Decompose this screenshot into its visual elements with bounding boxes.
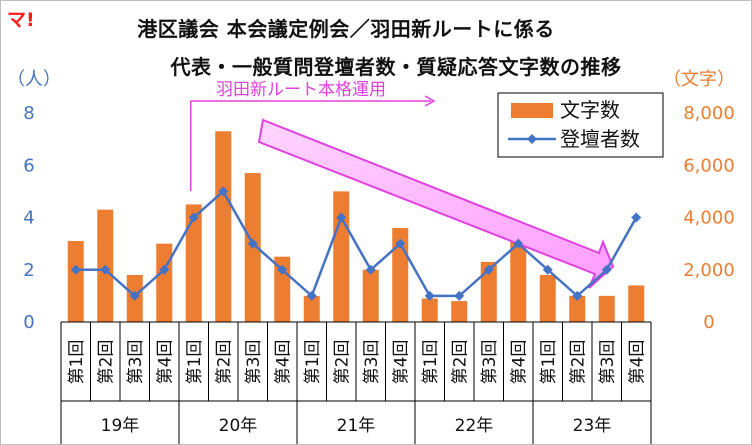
legend-line-marker <box>527 134 537 144</box>
category-label-17: 第1回 <box>539 340 559 385</box>
bar-1 <box>67 241 84 322</box>
line-point-17 <box>542 264 553 275</box>
category-label-8: 第4回 <box>273 340 293 385</box>
category-label-20: 第4回 <box>627 340 647 385</box>
line-point-14 <box>454 290 465 301</box>
category-label-12: 第4回 <box>391 340 411 385</box>
category-label-4: 第4回 <box>155 340 175 385</box>
line-point-11 <box>365 264 376 275</box>
logo: マ! <box>7 9 35 31</box>
line-point-1 <box>70 264 81 275</box>
line-point-3 <box>129 290 140 301</box>
legend-bar-label: 文字数 <box>560 98 620 122</box>
left-tick-label: 8 <box>23 103 34 124</box>
line-point-16 <box>513 238 524 249</box>
bar-19 <box>598 295 615 322</box>
line-point-13 <box>424 290 435 301</box>
group-label-3: 21年 <box>337 416 376 436</box>
group-label-2: 20年 <box>219 416 258 436</box>
line-point-18 <box>572 290 583 301</box>
left-tick-label: 4 <box>23 208 34 229</box>
annotation-arrowhead <box>424 95 436 107</box>
left-tick-label: 6 <box>23 155 34 176</box>
category-label-11: 第3回 <box>362 340 382 385</box>
legend-line-label: 登壇者数 <box>560 127 640 151</box>
category-label-14: 第2回 <box>450 340 470 385</box>
right-tick-label: 2,000 <box>683 260 735 281</box>
category-label-19: 第3回 <box>598 340 618 385</box>
bar-13 <box>421 298 438 322</box>
right-tick-label: 4,000 <box>683 208 735 229</box>
bar-14 <box>451 301 468 322</box>
chart-title-line2: 代表・一般質問登壇者数・質疑応答文字数の推移 <box>170 55 622 79</box>
right-tick-label: 8,000 <box>683 103 735 124</box>
bar-5 <box>185 204 202 322</box>
line-series <box>75 189 638 299</box>
annotation-label: 羽田新ルート本格運用 <box>216 80 386 100</box>
category-label-9: 第1回 <box>303 340 323 385</box>
bar-6 <box>215 131 232 322</box>
right-tick-label: 6,000 <box>683 155 735 176</box>
bar-10 <box>333 191 350 322</box>
category-label-2: 第2回 <box>96 340 116 385</box>
left-tick-label: 0 <box>23 312 34 333</box>
line-point-20 <box>631 212 642 223</box>
bar-17 <box>539 274 556 322</box>
group-label-1: 19年 <box>101 416 140 436</box>
bar-16 <box>510 227 527 322</box>
bar-9 <box>303 295 320 322</box>
bar-18 <box>569 295 586 322</box>
bar-4 <box>156 243 173 322</box>
category-label-3: 第3回 <box>126 340 146 385</box>
line-point-15 <box>483 264 494 275</box>
line-point-6 <box>218 186 229 197</box>
category-label-5: 第1回 <box>185 340 205 385</box>
right-tick-label: 0 <box>703 312 714 333</box>
group-label-4: 22年 <box>455 416 494 436</box>
line-point-12 <box>395 238 406 249</box>
bar-15 <box>480 261 497 322</box>
category-label-16: 第4回 <box>509 340 529 385</box>
chart-title-line1: 港区議会 本会議定例会／羽田新ルートに係る <box>137 17 555 41</box>
category-label-13: 第1回 <box>421 340 441 385</box>
category-label-1: 第1回 <box>67 340 87 385</box>
category-label-18: 第2回 <box>568 340 588 385</box>
line-point-7 <box>247 238 258 249</box>
bar-20 <box>628 285 645 322</box>
group-label-5: 23年 <box>573 416 612 436</box>
line-point-10 <box>336 212 347 223</box>
line-point-9 <box>306 290 317 301</box>
line-point-5 <box>188 212 199 223</box>
right-axis-unit: （文字） <box>663 69 735 90</box>
legend-bar-swatch <box>511 103 553 118</box>
line-point-8 <box>277 264 288 275</box>
line-point-2 <box>100 264 111 275</box>
category-label-15: 第3回 <box>480 340 500 385</box>
line-point-4 <box>159 264 170 275</box>
left-tick-label: 2 <box>23 260 34 281</box>
left-axis-unit: （人） <box>7 69 61 90</box>
category-label-6: 第2回 <box>214 340 234 385</box>
line-point-19 <box>601 264 612 275</box>
trend-arrow <box>257 118 615 289</box>
category-label-7: 第3回 <box>244 340 264 385</box>
bar-11 <box>362 269 379 322</box>
category-label-10: 第2回 <box>332 340 352 385</box>
